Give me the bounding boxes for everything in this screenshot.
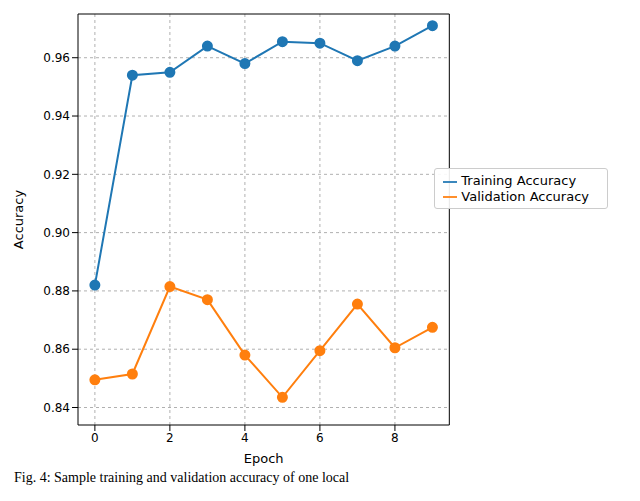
svg-text:Epoch: Epoch <box>244 451 284 466</box>
svg-text:Accuracy: Accuracy <box>11 190 26 250</box>
svg-text:6: 6 <box>316 431 324 445</box>
svg-text:2: 2 <box>166 431 174 445</box>
svg-text:0.88: 0.88 <box>43 284 70 298</box>
html-text:Validation Accuracy: Validation Accuracy <box>461 188 589 204</box>
svg-text:4: 4 <box>241 431 249 445</box>
svg-text:0.84: 0.84 <box>43 401 70 415</box>
svg-text:0.96: 0.96 <box>43 51 70 65</box>
svg-text:0.90: 0.90 <box>43 226 70 240</box>
svg-text:0.94: 0.94 <box>43 109 70 123</box>
svg-text:0.92: 0.92 <box>43 168 70 182</box>
svg-text:8: 8 <box>391 431 399 445</box>
html-text:Fig. 4: Sample training and va: Fig. 4: Sample training and validation a… <box>14 470 350 485</box>
svg-text:0: 0 <box>91 431 99 445</box>
html-text:Training Accuracy: Training Accuracy <box>461 173 577 188</box>
svg-text:0.86: 0.86 <box>43 342 70 356</box>
